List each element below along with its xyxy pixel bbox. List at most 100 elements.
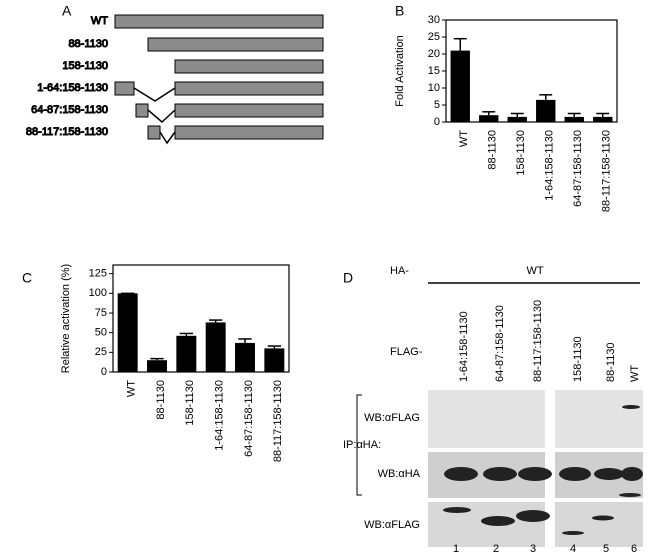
x-tick-label: 88-1130 bbox=[155, 380, 167, 420]
panel-label: B bbox=[395, 3, 404, 19]
deletion-line bbox=[133, 87, 176, 102]
band bbox=[619, 493, 641, 497]
bar bbox=[176, 335, 197, 372]
deletion-line bbox=[147, 109, 176, 124]
error-bar bbox=[567, 112, 581, 117]
y-tick-label: 10 bbox=[428, 82, 440, 94]
error-bar bbox=[209, 319, 223, 323]
y-tick-label: 100 bbox=[89, 287, 107, 299]
construct-bar bbox=[174, 125, 324, 140]
bar bbox=[264, 348, 285, 372]
y-tick-label: 15 bbox=[428, 65, 440, 77]
lane-number: 3 bbox=[530, 543, 536, 555]
error-bar bbox=[150, 357, 164, 361]
y-tick-label: 50 bbox=[95, 327, 107, 339]
ip-label: IP:αHA: bbox=[343, 439, 381, 451]
plot-frame bbox=[445, 19, 618, 123]
lane-label: 158-1130 bbox=[572, 336, 584, 382]
deletion-line bbox=[159, 131, 176, 145]
x-tick-label: 64-87:158-1130 bbox=[243, 380, 255, 457]
construct-label: WT bbox=[91, 15, 108, 27]
bar bbox=[235, 342, 255, 372]
bar bbox=[479, 115, 499, 122]
construct-label: 88-117:158-1130 bbox=[26, 126, 108, 138]
lane-label: 1-64:158-1130 bbox=[458, 311, 470, 382]
bar bbox=[564, 116, 584, 122]
flag-label: FLAG- bbox=[390, 346, 423, 358]
bar bbox=[507, 116, 527, 122]
panel-label: C bbox=[22, 270, 32, 286]
construct-bar bbox=[174, 59, 324, 74]
x-tick-label: 158-1130 bbox=[184, 380, 196, 426]
construct-bar bbox=[147, 37, 324, 52]
y-tick-label: 5 bbox=[434, 99, 440, 111]
error-bar bbox=[238, 338, 252, 343]
blot-strip bbox=[555, 502, 643, 547]
error-bar bbox=[453, 37, 467, 51]
bar bbox=[536, 99, 556, 122]
y-axis-label: Relative activation (%) bbox=[60, 264, 72, 373]
x-tick-label: 88-117:158-1130 bbox=[272, 380, 284, 462]
band bbox=[622, 405, 640, 409]
bar bbox=[593, 116, 613, 122]
plot-frame bbox=[112, 264, 290, 373]
bands bbox=[443, 405, 643, 535]
error-bar bbox=[510, 112, 524, 117]
x-tick-label: 1-64:158-1130 bbox=[544, 130, 556, 201]
band bbox=[621, 467, 643, 481]
construct-label: 64-87:158-1130 bbox=[31, 104, 108, 116]
y-tick-label: 75 bbox=[95, 307, 107, 319]
y-tick-label: 25 bbox=[428, 31, 440, 43]
error-bar bbox=[539, 94, 553, 100]
error-bar bbox=[482, 111, 496, 116]
bar bbox=[450, 50, 470, 122]
construct-bar bbox=[114, 14, 324, 29]
lane-label: WT bbox=[629, 365, 641, 382]
band bbox=[592, 515, 614, 521]
y-tick-label: 125 bbox=[89, 268, 107, 280]
band bbox=[483, 467, 517, 481]
x-tick-label: 88-1130 bbox=[487, 130, 499, 170]
y-tick-label: 0 bbox=[434, 116, 440, 128]
construct-bar bbox=[114, 81, 135, 96]
y-tick-label: 30 bbox=[428, 14, 440, 26]
bar bbox=[117, 293, 138, 372]
construct-bar bbox=[147, 125, 161, 140]
y-axis-label: Fold Activation bbox=[394, 35, 406, 107]
lane-number: 6 bbox=[631, 543, 637, 555]
lane-number: 2 bbox=[493, 543, 499, 555]
panel-label: A bbox=[62, 3, 72, 19]
bar bbox=[205, 322, 226, 372]
lane-label: 88-1130 bbox=[605, 342, 617, 382]
band bbox=[444, 467, 478, 481]
construct-bar bbox=[174, 81, 324, 96]
lane-label: 64-87:158-1130 bbox=[494, 305, 506, 382]
lane-label: 88-117:158-1130 bbox=[532, 300, 544, 382]
band bbox=[516, 510, 550, 522]
construct-bar bbox=[135, 103, 149, 118]
row-label: WB:αHA bbox=[378, 468, 421, 480]
band bbox=[594, 468, 624, 480]
y-tick-label: 25 bbox=[95, 346, 107, 358]
lane-number: 4 bbox=[570, 543, 576, 555]
x-tick-label: 88-117:158-1130 bbox=[601, 130, 613, 212]
error-bar bbox=[596, 112, 610, 117]
x-tick-label: WT bbox=[126, 380, 138, 397]
lane-number: 5 bbox=[603, 543, 609, 555]
ha-construct: WT bbox=[526, 265, 543, 277]
construct-diagram: WT 88-1130 158-1130 1-64:158-1130 64-87:… bbox=[25, 14, 324, 145]
construct-label: 158-1130 bbox=[62, 60, 108, 72]
y-tick-label: 20 bbox=[428, 48, 440, 60]
construct-bar bbox=[174, 103, 324, 118]
bracket bbox=[356, 394, 362, 496]
row-label: WB:αFLAG bbox=[364, 412, 420, 424]
error-bar bbox=[267, 345, 281, 349]
band bbox=[481, 516, 515, 526]
blot-strip bbox=[428, 390, 545, 448]
band bbox=[443, 507, 471, 513]
blot-panel: HA- WT FLAG- 1-64:158-1130 64-87:158-113… bbox=[343, 265, 643, 555]
blot-strip bbox=[555, 390, 643, 448]
band bbox=[518, 467, 552, 481]
x-tick-label: 64-87:158-1130 bbox=[572, 130, 584, 207]
